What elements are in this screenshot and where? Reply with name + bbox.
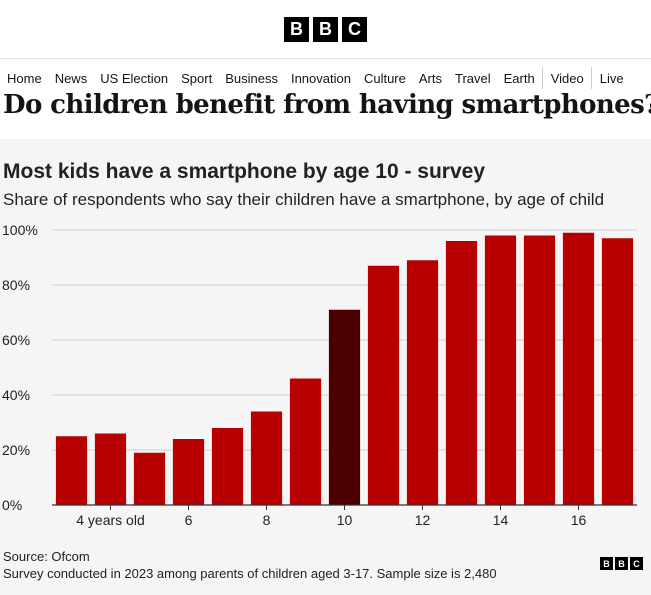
y-tick-label: 60% bbox=[2, 332, 30, 348]
nav-item-news[interactable]: News bbox=[54, 70, 88, 86]
chart-subtitle: Share of respondents who say their child… bbox=[3, 190, 605, 209]
chart-note: Survey conducted in 2023 among parents o… bbox=[3, 566, 497, 581]
bbc-logo-letter: B bbox=[284, 16, 309, 42]
y-tick-label: 40% bbox=[2, 387, 30, 403]
y-tick-label: 0% bbox=[2, 497, 22, 513]
y-tick-label: 80% bbox=[2, 277, 30, 293]
bar-age-8 bbox=[250, 411, 283, 505]
nav-item-culture[interactable]: Culture bbox=[363, 70, 406, 86]
bar-age-9 bbox=[289, 378, 322, 505]
bbc-logo-letter: B bbox=[313, 16, 338, 42]
bbc-logo-letter: B bbox=[600, 557, 613, 570]
nav-item-video[interactable]: Video bbox=[550, 70, 584, 86]
masthead: B B C bbox=[0, 0, 651, 59]
chart-source: Source: Ofcom bbox=[3, 549, 90, 564]
main-nav: Home News US Election Sport Business Inn… bbox=[0, 59, 651, 97]
bar-age-5 bbox=[133, 452, 166, 505]
nav-divider bbox=[590, 67, 592, 89]
bar-age-12 bbox=[406, 260, 439, 505]
x-tick-label: 12 bbox=[415, 512, 431, 528]
bar-age-4 bbox=[94, 433, 127, 505]
bbc-logo-letter: C bbox=[342, 16, 367, 42]
x-tick-label: 16 bbox=[571, 512, 587, 528]
x-tick-label: 8 bbox=[263, 512, 271, 528]
bbc-footer-logo: B B C bbox=[600, 557, 643, 570]
nav-item-innovation[interactable]: Innovation bbox=[290, 70, 351, 86]
bar-age-10 bbox=[328, 309, 361, 505]
bar-age-15 bbox=[523, 235, 556, 505]
bar-age-7 bbox=[211, 428, 244, 505]
bbc-logo[interactable]: B B C bbox=[284, 16, 367, 42]
nav-item-arts[interactable]: Arts bbox=[418, 70, 442, 86]
y-tick-label: 100% bbox=[2, 222, 38, 238]
x-tick-label: 10 bbox=[337, 512, 353, 528]
nav-item-business[interactable]: Business bbox=[225, 70, 278, 86]
bar-age-11 bbox=[367, 265, 400, 505]
nav-item-travel[interactable]: Travel bbox=[455, 70, 491, 86]
nav-item-us-election[interactable]: US Election bbox=[100, 70, 169, 86]
nav-item-home[interactable]: Home bbox=[7, 70, 42, 86]
nav-item-sport[interactable]: Sport bbox=[181, 70, 213, 86]
chart-title: Most kids have a smartphone by age 10 - … bbox=[3, 160, 486, 183]
bar-age-17 bbox=[601, 238, 634, 505]
nav-item-earth[interactable]: Earth bbox=[503, 70, 535, 86]
x-tick-label: 6 bbox=[185, 512, 193, 528]
x-tick-label: 14 bbox=[493, 512, 509, 528]
bar-age-14 bbox=[484, 235, 517, 505]
x-tick-label: 4 years old bbox=[76, 512, 144, 528]
nav-item-live[interactable]: Live bbox=[599, 70, 624, 86]
y-tick-label: 20% bbox=[2, 442, 30, 458]
bar-age-16 bbox=[562, 232, 595, 505]
bbc-logo-letter: C bbox=[630, 557, 643, 570]
bar-age-6 bbox=[172, 439, 205, 505]
bar-chart: 0% 20% 40% 60% 80% 100% 4 years old 6 8 10 12 14 16 bbox=[2, 222, 637, 528]
bar-age-13 bbox=[445, 241, 478, 505]
bbc-logo-letter: B bbox=[615, 557, 628, 570]
article-headline: Do children benefit from having smartpho… bbox=[3, 90, 651, 120]
bar-age-3 bbox=[55, 436, 88, 505]
nav-divider bbox=[541, 67, 543, 89]
